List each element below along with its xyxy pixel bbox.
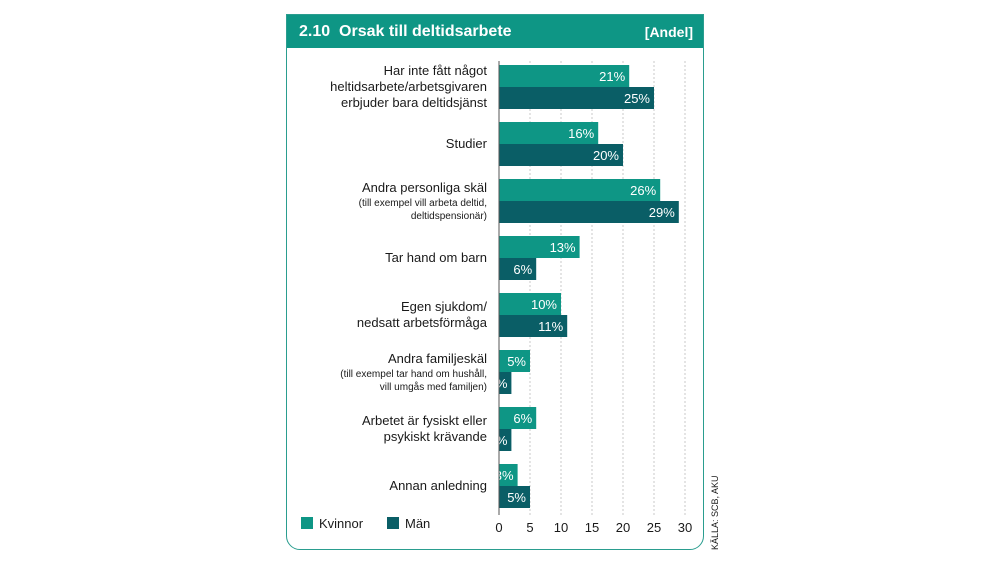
chart-card: 2.10 Orsak till deltidsarbete [Andel] 21… (286, 14, 704, 550)
category-label: Tar hand om barn (385, 250, 487, 265)
bar-value-label: 13% (550, 240, 576, 255)
x-tick-label: 0 (495, 520, 502, 535)
category-label: deltidspensionär) (411, 211, 487, 222)
chart-title: 2.10 Orsak till deltidsarbete (299, 23, 512, 41)
category-label: heltidsarbete/arbetsgivaren (330, 79, 487, 94)
bar-value-label: 10% (531, 297, 557, 312)
bar (499, 486, 530, 508)
bar-value-label: 3% (495, 468, 514, 483)
bar (499, 144, 623, 166)
bar-chart: 21% 25% Har inte fått någotheltidsarbete/a… (301, 61, 692, 535)
bar-value-label: 25% (624, 91, 650, 106)
category-label: Har inte fått något (384, 63, 488, 78)
bar-value-label: 11% (538, 319, 563, 334)
category-label: Studier (446, 136, 488, 151)
category-label: (till exempel vill arbeta deltid, (359, 198, 487, 209)
bar-value-label: 6% (513, 262, 532, 277)
x-tick-label: 10 (554, 520, 568, 535)
bar-value-label: 2% (489, 376, 508, 391)
bar (499, 429, 512, 451)
bar-value-label: 5% (507, 354, 526, 369)
category-label: Egen sjukdom/ (401, 299, 487, 314)
legend-label: Kvinnor (319, 516, 364, 531)
bar-value-label: 6% (513, 411, 532, 426)
bar (499, 236, 580, 258)
category-label: Andra familjeskäl (388, 351, 487, 366)
bar (499, 350, 530, 372)
legend-swatch (387, 517, 399, 529)
bar-value-label: 2% (489, 433, 508, 448)
bar (499, 87, 654, 109)
chart-unit: [Andel] (644, 23, 693, 40)
bar (499, 258, 537, 280)
category-label: Andra personliga skäl (362, 180, 487, 195)
bar (499, 315, 568, 337)
bar (499, 65, 630, 87)
chart-header: 2.10 Orsak till deltidsarbete [Andel] (287, 15, 703, 48)
bar-value-label: 21% (599, 69, 625, 84)
x-tick-label: 15 (585, 520, 599, 535)
bar (499, 407, 537, 429)
bar-value-label: 26% (630, 183, 656, 198)
chart-number: 2.10 (299, 22, 331, 40)
category-label: nedsatt arbetsförmåga (357, 315, 488, 330)
bar (499, 201, 679, 223)
x-tick-label: 20 (616, 520, 630, 535)
bar-value-label: 29% (649, 205, 675, 220)
bar (499, 464, 518, 486)
bar (499, 372, 512, 394)
category-label: erbjuder bara deltidsjänst (341, 95, 487, 110)
bar-value-label: 16% (568, 126, 594, 141)
category-label: Annan anledning (389, 478, 487, 493)
chart-title-text: Orsak till deltidsarbete (339, 22, 512, 40)
legend-swatch (301, 517, 313, 529)
bar-value-label: 5% (507, 490, 526, 505)
x-tick-label: 25 (647, 520, 661, 535)
bar (499, 122, 599, 144)
category-label: vill umgås med familjen) (380, 381, 487, 393)
category-label: psykiskt krävande (384, 429, 487, 444)
bar-value-label: 20% (593, 148, 619, 163)
x-tick-label: 5 (526, 520, 533, 535)
source-text: KÄLLA: SCB, AKU (710, 475, 720, 550)
source-note: KÄLLA: SCB, AKU (708, 475, 722, 550)
bar (499, 179, 661, 201)
legend-label: Män (405, 516, 430, 531)
category-label: Arbetet är fysiskt eller (362, 413, 488, 428)
category-label: (till exempel tar hand om hushåll, (340, 368, 487, 380)
x-tick-label: 30 (678, 520, 692, 535)
bar (499, 293, 561, 315)
